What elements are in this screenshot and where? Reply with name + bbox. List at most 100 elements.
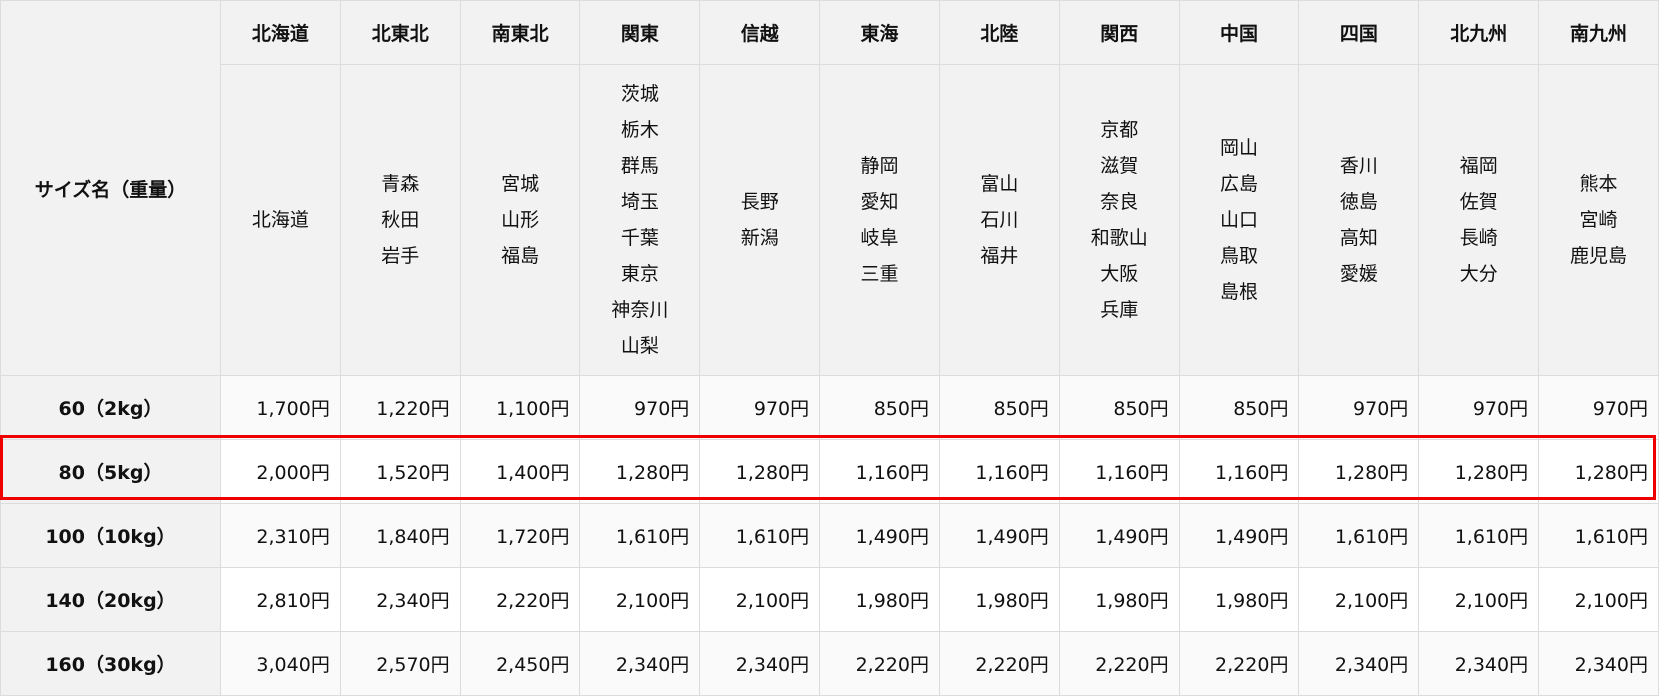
price-cell: 1,490円 [938,503,1060,568]
size-column-header: サイズ名（重量） [0,0,221,376]
price-cell: 1,980円 [1178,567,1300,632]
prefecture-name: 長崎 [1459,227,1498,249]
price-cell: 1,610円 [1298,503,1420,568]
price-cell: 1,280円 [1538,439,1659,504]
prefecture-list: 長野 新潟 [699,64,821,376]
prefecture-list: 青森 秋田 岩手 [339,64,461,376]
price-cell: 2,340円 [339,567,461,632]
prefecture-name: 秋田 [381,209,420,231]
price-cell: 970円 [579,375,701,440]
price-cell: 2,340円 [699,631,821,696]
prefecture-name: 群馬 [620,155,659,177]
region-header: 北陸 [938,0,1060,65]
prefecture-list: 岡山 広島 山口 鳥取 島根 [1178,64,1300,376]
prefecture-name: 北海道 [251,209,309,231]
price-cell: 2,220円 [938,631,1060,696]
prefecture-name: 宮崎 [1579,209,1618,231]
prefecture-name: 広島 [1220,173,1259,195]
price-cell: 1,700円 [220,375,341,440]
size-label: 100（10kg） [0,503,221,568]
prefecture-header-row: 北海道 青森 秋田 岩手 宮城 山形 福島 茨城 栃木 群馬 埼玉 千葉 東京 神奈川 山梨 長野 新潟 静岡 愛知… [1,64,1659,376]
price-cell: 970円 [1538,375,1659,440]
region-header: 関東 [579,0,701,65]
table-row: 100（10kg） 2,310円 1,840円 1,720円 1,610円 1,610円 1… [0,503,1659,568]
price-cell: 2,310円 [220,503,341,568]
region-header: 南東北 [459,0,581,65]
price-cell: 1,610円 [579,503,701,568]
prefecture-name: 千葉 [620,227,659,249]
price-cell: 970円 [699,375,821,440]
size-label: 160（30kg） [0,631,221,696]
price-cell: 850円 [1058,375,1180,440]
prefecture-name: 香川 [1339,155,1378,177]
price-cell: 1,610円 [1418,503,1540,568]
price-cell: 1,160円 [1178,439,1300,504]
region-header: 北海道 [220,0,341,65]
prefecture-name: 新潟 [740,227,779,249]
prefecture-name: 鹿児島 [1570,245,1628,267]
price-cell: 850円 [819,375,940,440]
prefecture-name: 兵庫 [1100,299,1139,321]
price-cell: 2,810円 [220,567,341,632]
prefecture-name: 埼玉 [620,191,659,213]
prefecture-list: 京都 滋賀 奈良 和歌山 大阪 兵庫 [1058,64,1180,376]
table-row: 140（20kg） 2,810円 2,340円 2,220円 2,100円 2,100円 1… [0,567,1659,632]
prefecture-name: 奈良 [1100,191,1139,213]
price-cell: 2,220円 [459,567,581,632]
prefecture-name: 京都 [1100,119,1139,141]
price-cell: 1,980円 [938,567,1060,632]
prefecture-list: 茨城 栃木 群馬 埼玉 千葉 東京 神奈川 山梨 [579,64,701,376]
region-header: 南九州 [1538,0,1659,65]
price-cell: 1,980円 [819,567,940,632]
region-header: 北東北 [339,0,461,65]
price-cell: 1,160円 [938,439,1060,504]
prefecture-name: 富山 [980,173,1019,195]
price-cell: 2,000円 [220,439,341,504]
table-row: 60（2kg） 1,700円 1,220円 1,100円 970円 970円 850円 850… [0,375,1659,440]
price-cell: 1,400円 [459,439,581,504]
price-cell: 850円 [938,375,1060,440]
prefecture-name: 熊本 [1579,173,1618,195]
price-cell: 2,220円 [819,631,940,696]
prefecture-name: 愛媛 [1339,263,1378,285]
price-cell: 1,610円 [1538,503,1659,568]
size-label: 60（2kg） [0,375,221,440]
prefecture-name: 栃木 [620,119,659,141]
price-cell: 2,340円 [1418,631,1540,696]
prefecture-name: 福井 [980,245,1019,267]
prefecture-name: 滋賀 [1100,155,1139,177]
size-label: 80（5kg） [0,439,221,504]
prefecture-name: 徳島 [1339,191,1378,213]
prefecture-name: 石川 [980,209,1019,231]
prefecture-name: 大阪 [1100,263,1139,285]
price-cell: 2,450円 [459,631,581,696]
table-row: 80（5kg） 2,000円 1,520円 1,400円 1,280円 1,280円 1,1… [0,439,1659,504]
price-cell: 1,610円 [699,503,821,568]
price-cell: 2,220円 [1058,631,1180,696]
price-cell: 1,490円 [819,503,940,568]
prefecture-name: 島根 [1220,281,1259,303]
prefecture-list: 熊本 宮崎 鹿児島 [1538,64,1659,376]
prefecture-list: 香川 徳島 高知 愛媛 [1298,64,1420,376]
price-cell: 970円 [1418,375,1540,440]
prefecture-name: 山梨 [620,335,659,357]
size-label: 140（20kg） [0,567,221,632]
price-cell: 1,490円 [1058,503,1180,568]
region-header: 四国 [1298,0,1420,65]
price-cell: 1,160円 [1058,439,1180,504]
prefecture-name: 東京 [620,263,659,285]
price-cell: 1,980円 [1058,567,1180,632]
price-cell: 2,100円 [579,567,701,632]
price-cell: 1,280円 [579,439,701,504]
price-cell: 2,340円 [579,631,701,696]
prefecture-list: 宮城 山形 福島 [459,64,581,376]
price-cell: 1,280円 [1418,439,1540,504]
price-cell: 970円 [1298,375,1420,440]
price-cell: 2,220円 [1178,631,1300,696]
price-cell: 2,100円 [699,567,821,632]
region-header-row: サイズ名（重量） 北海道 北東北 南東北 関東 信越 東海 北陸 関西 中国 四国 北九州 南九州 [0,0,1659,376]
region-header: 北九州 [1418,0,1540,65]
prefecture-name: 岐阜 [860,227,899,249]
prefecture-name: 佐賀 [1459,191,1498,213]
